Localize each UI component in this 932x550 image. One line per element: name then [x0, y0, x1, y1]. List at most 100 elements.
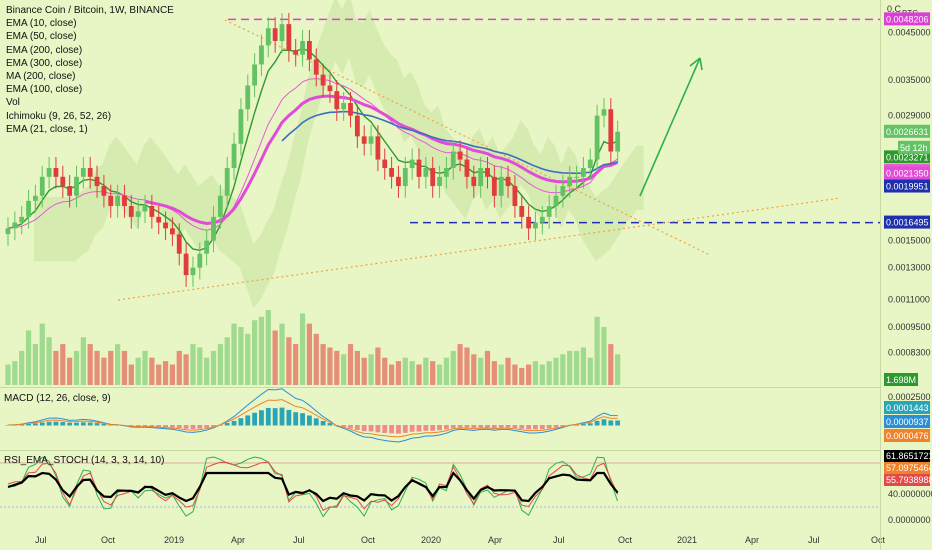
macd-histogram-bar — [39, 422, 45, 426]
target-arrow — [639, 57, 701, 197]
candle-body — [190, 267, 196, 276]
volume-bar — [53, 350, 59, 385]
volume-bar — [580, 347, 586, 385]
volume-bar — [279, 323, 285, 385]
macd-histogram-bar — [19, 424, 25, 426]
macd-histogram-bar — [67, 422, 73, 426]
macd-histogram-bar — [245, 415, 251, 426]
volume-bar — [39, 323, 45, 385]
candle-body — [53, 168, 59, 177]
candle-body — [560, 186, 566, 196]
macd-histogram-bar — [375, 425, 381, 433]
rsi-value-tag — [884, 450, 930, 462]
candle-body — [608, 109, 614, 152]
candle-body — [33, 195, 38, 201]
volume-bar — [190, 344, 196, 385]
volume-bar — [553, 357, 559, 385]
volume-bar — [306, 323, 312, 385]
time-axis-label: 2019 — [164, 535, 184, 545]
volume-bar — [601, 327, 607, 385]
candle-body — [39, 176, 45, 196]
candle-body — [252, 64, 257, 86]
macd-value-text: 0.0000937 — [886, 417, 929, 427]
candle-body — [80, 168, 86, 177]
macd-pane-divider[interactable] — [0, 387, 880, 388]
study-ema200[interactable]: EMA (200, close) — [6, 44, 83, 56]
candle-body — [430, 168, 436, 187]
price-tag-text: 0.0016495 — [886, 218, 929, 228]
study-ema21[interactable]: EMA (21, close, 1) — [6, 123, 88, 135]
candle-body — [478, 168, 484, 187]
macd-title[interactable]: MACD (12, 26, close, 9) — [4, 393, 111, 404]
study-ma200[interactable]: MA (200, close) — [6, 71, 76, 83]
macd-histogram-bar — [348, 425, 353, 429]
macd-histogram-bar — [457, 425, 463, 428]
candle-body — [149, 206, 155, 217]
price-axis-tick: 0.0029000 — [888, 111, 931, 121]
volume-bar — [231, 323, 237, 385]
macd-histogram-bar — [265, 407, 271, 426]
volume-bar — [354, 350, 360, 385]
stoch-d-line — [7, 461, 619, 511]
candle-body — [361, 136, 367, 144]
price-axis-divider — [880, 0, 881, 550]
macd-histogram-bar — [409, 425, 415, 432]
candle-body — [204, 240, 210, 254]
study-ema100[interactable]: EMA (100, close) — [6, 84, 83, 96]
macd-histogram-bar — [320, 420, 326, 426]
price-axis-tick: 0.0015000 — [888, 236, 931, 246]
candle-body — [615, 131, 621, 152]
macd-histogram-bar — [190, 425, 196, 430]
volume-bar — [32, 344, 38, 385]
macd-histogram-bar — [396, 425, 401, 434]
time-axis-label: Apr — [231, 535, 245, 545]
macd-histogram-bar — [87, 422, 93, 426]
study-ichimoku[interactable]: Ichimoku (9, 26, 52, 26) — [6, 110, 112, 122]
volume-bar — [484, 350, 491, 385]
volume-bar — [238, 327, 244, 385]
macd-histogram-bar — [553, 425, 559, 428]
candle-body — [457, 151, 463, 160]
candle-body — [67, 186, 73, 196]
candle-body — [12, 222, 18, 229]
price-axis-tick: 0.0008300 — [888, 348, 931, 358]
macd-histogram-bar — [94, 423, 100, 426]
volume-bar — [25, 330, 32, 385]
volume-bar — [389, 364, 395, 385]
price-tag — [884, 179, 930, 193]
volume-bar — [539, 364, 545, 385]
volume-bar — [587, 357, 593, 385]
macd-histogram-bar — [389, 425, 394, 434]
macd-histogram-bar — [204, 425, 210, 429]
candle-body — [354, 115, 360, 137]
volume-bar — [512, 364, 518, 385]
candle-body — [238, 109, 244, 144]
candle-body — [574, 176, 579, 178]
macd-histogram-bar — [464, 425, 470, 428]
candle-body — [348, 103, 353, 116]
macd-histogram-bar — [238, 418, 244, 426]
candle-body — [170, 228, 175, 235]
volume-bar — [347, 344, 354, 385]
study-ema50[interactable]: EMA (50, close) — [6, 31, 77, 43]
volume-tag-text: 1.698M — [886, 375, 916, 385]
macd-histogram-bar — [259, 410, 264, 426]
macd-histogram-bar — [231, 420, 237, 426]
volume-bar — [128, 364, 134, 385]
candle-body — [94, 176, 100, 187]
volume-bar — [443, 357, 449, 385]
study-ema10[interactable]: EMA (10, close) — [6, 18, 77, 30]
ema-50-line — [7, 78, 618, 231]
symbol-title[interactable]: Binance Coin / Bitcoin, 1W, BINANCE — [6, 5, 174, 16]
rsi-title[interactable]: RSI_EMA_STOCH (14, 3, 3, 14, 10) — [4, 455, 165, 466]
volume-bar — [505, 357, 511, 385]
candle-body — [87, 168, 93, 177]
study-vol[interactable]: Vol — [6, 97, 20, 109]
volume-bar — [532, 361, 539, 385]
study-ema300[interactable]: EMA (300, close) — [6, 57, 83, 69]
volume-bar — [80, 337, 86, 385]
rsi-pane-divider[interactable] — [0, 450, 880, 451]
volume-bar — [416, 364, 422, 385]
candle-body — [265, 28, 271, 46]
